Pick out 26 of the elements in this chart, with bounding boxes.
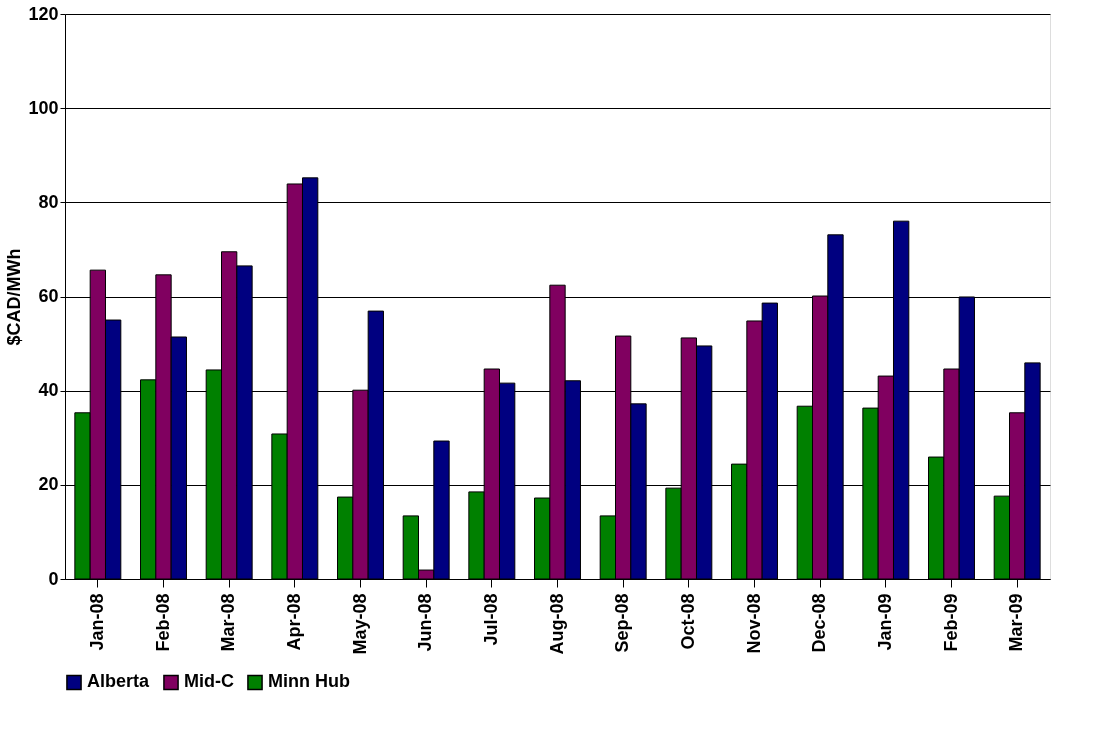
x-tick-label: Feb-09 bbox=[940, 593, 961, 652]
x-tick-label: Jan-09 bbox=[874, 593, 895, 651]
x-tick-label: Dec-08 bbox=[809, 593, 830, 653]
legend-label: Minn Hub bbox=[268, 671, 350, 692]
x-tick-label: Mar-08 bbox=[218, 593, 239, 652]
y-axis-title: $CAD/MWh bbox=[4, 248, 25, 346]
y-tick-label: 120 bbox=[28, 3, 59, 24]
y-tick-label: 20 bbox=[38, 474, 59, 495]
y-tick-label: 60 bbox=[38, 286, 59, 306]
x-tick-label: Jan-08 bbox=[86, 593, 107, 651]
legend-label: Alberta bbox=[87, 671, 150, 692]
x-tick-label: Jun-08 bbox=[415, 593, 436, 652]
y-tick-label: 0 bbox=[48, 568, 59, 589]
x-tick-label: Aug-08 bbox=[546, 593, 567, 655]
y-tick-label: 80 bbox=[38, 191, 59, 212]
x-tick-label: Sep-08 bbox=[612, 593, 633, 653]
x-tick-label: Nov-08 bbox=[743, 593, 764, 654]
legend-label: Mid-C bbox=[184, 671, 234, 692]
y-tick-label: 40 bbox=[38, 380, 59, 401]
x-tick-label: Mar-09 bbox=[1006, 593, 1027, 652]
x-tick-label: Feb-08 bbox=[152, 593, 173, 652]
x-tick-label: Oct-08 bbox=[677, 593, 698, 650]
x-tick-label: May-08 bbox=[349, 593, 370, 655]
y-tick-label: 100 bbox=[28, 97, 59, 118]
x-tick-label: Apr-08 bbox=[283, 593, 304, 651]
x-tick-label: Jul-08 bbox=[480, 593, 501, 646]
